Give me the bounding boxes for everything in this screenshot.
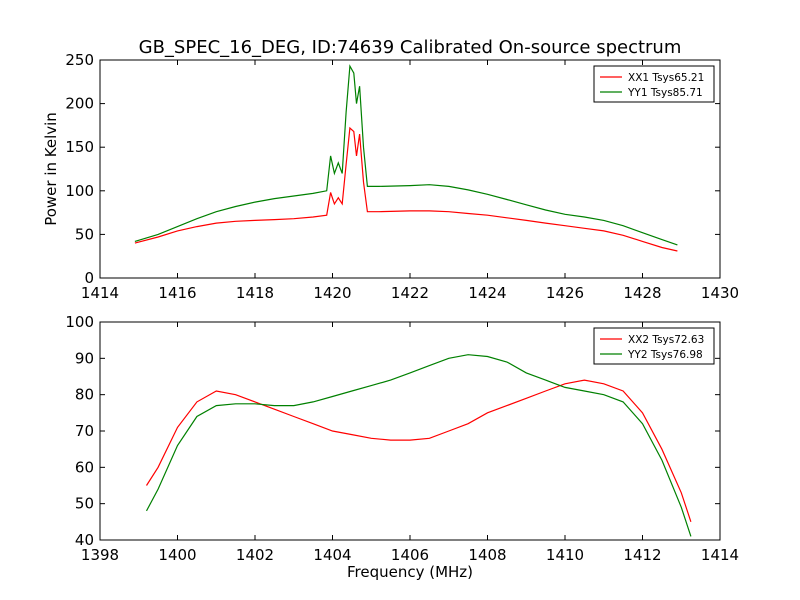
y-tick-label: 100 [65,182,94,200]
x-tick-label: 1416 [158,284,196,302]
legend-entry: XX1 Tsys65.21 [628,72,704,84]
top-panel: 1414 1416 1418 1420 1422 1424 1426 1428 1430 0 50 1… [42,51,739,302]
x-tick-label: 1422 [391,284,429,302]
x-tick-label: 1404 [313,546,351,564]
series-line-2-2 [145,354,692,537]
series-line-1-2 [134,64,678,246]
y-tick-label: 250 [65,51,94,69]
x-tick-label: 1412 [623,546,661,564]
x-axis-label: Frequency (MHz) [347,563,473,581]
legend: XX2 Tsys72.63 YY2 Tsys76.98 [593,327,715,365]
x-tick-label: 1424 [468,284,506,302]
y-tick-label: 80 [75,386,94,404]
x-tick-label: 1410 [546,546,584,564]
y-tick-label: 40 [75,531,94,549]
x-tick-label: 1398 [81,546,119,564]
x-tick-label: 1414 [701,546,739,564]
legend-entry: YY2 Tsys76.98 [627,349,703,361]
y-tick-label: 200 [65,95,94,113]
x-tick-label: 1414 [81,284,119,302]
series-line-1-1 [134,126,678,252]
y-tick-label: 70 [75,422,94,440]
x-tick-label: 1402 [236,546,274,564]
legend-entry: XX2 Tsys72.63 [628,334,704,346]
y-tick-label: 0 [84,269,94,287]
y-tick-label: 100 [65,313,94,331]
y-axis-label: Power in Kelvin [42,112,60,226]
x-tick-label: 1418 [236,284,274,302]
legend-entry: YY1 Tsys85.71 [627,87,703,99]
y-tick-label: 60 [75,458,94,476]
legend-box [593,327,715,365]
x-tick-label: 1430 [701,284,739,302]
x-tick-label: 1426 [546,284,584,302]
series-line-2-1 [145,379,692,522]
y-tick-label: 90 [75,349,94,367]
x-tick-label: 1428 [623,284,661,302]
y-tick-label: 150 [65,138,94,156]
x-tick-label: 1406 [391,546,429,564]
x-tick-label: 1420 [313,284,351,302]
bottom-panel: 1398 1400 1402 1404 1406 1408 1410 1412 1414 40 50… [65,313,739,581]
y-tick-label: 50 [75,225,94,243]
y-tick-label: 50 [75,495,94,513]
x-tick-label: 1400 [158,546,196,564]
x-tick-label: 1408 [468,546,506,564]
legend: XX1 Tsys65.21 YY1 Tsys85.71 [593,65,715,103]
legend-box [593,65,715,103]
figure-title: GB_SPEC_16_DEG, ID:74639 Calibrated On-s… [139,37,682,58]
